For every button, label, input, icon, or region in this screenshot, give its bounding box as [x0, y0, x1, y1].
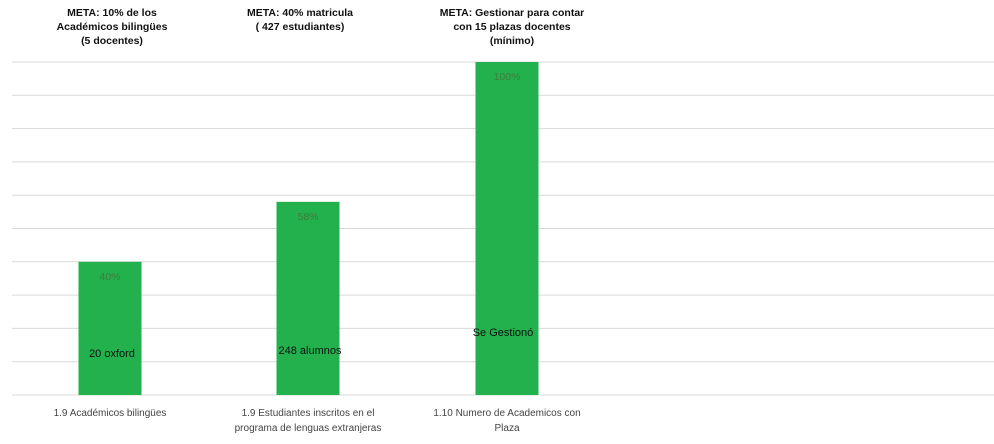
- bar-value-label: 58%: [297, 211, 318, 223]
- bar-annotation: 20 oxford: [89, 348, 135, 360]
- bar-annotation: 248 alumnos: [279, 345, 342, 357]
- bar-1: [78, 261, 142, 395]
- bar-annotation: Se Gestionó: [473, 327, 534, 339]
- goal-text-line: (5 docentes): [81, 35, 143, 47]
- category-label: 1.9 Estudiantes inscritos en el: [242, 408, 375, 419]
- bar-value-label: 100%: [494, 71, 521, 83]
- bar-3: [475, 62, 539, 395]
- goal-text-line: con 15 plazas docentes: [453, 21, 570, 33]
- goal-text-line: (mínimo): [490, 35, 534, 47]
- category-label: Plaza: [494, 423, 519, 434]
- goal-text-line: META: 40% matricula: [247, 7, 353, 19]
- category-label: programa de lenguas extranjeras: [235, 423, 382, 434]
- goal-text-line: Académicos bilingües: [57, 21, 168, 33]
- category-label: 1.9 Académicos bilingües: [54, 408, 167, 419]
- goal-text-line: ( 427 estudiantes): [256, 21, 345, 33]
- labels: 40% 20 oxford META: 10% de los Académicos b…: [54, 7, 585, 434]
- goal-text-line: META: 10% de los: [67, 7, 157, 19]
- bar-value-label: 40%: [99, 271, 120, 283]
- bars: [78, 62, 539, 395]
- bar-2: [276, 201, 340, 395]
- goal-text-line: META: Gestionar para contar: [440, 7, 585, 19]
- category-label: 1.10 Numero de Academicos con: [433, 408, 580, 419]
